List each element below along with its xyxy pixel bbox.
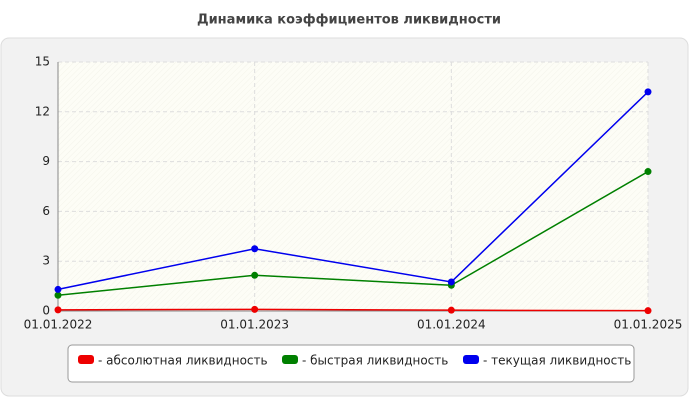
point xyxy=(251,305,259,313)
point xyxy=(644,168,652,176)
legend-swatch xyxy=(78,355,94,364)
point xyxy=(644,307,652,315)
point xyxy=(54,306,62,314)
x-tick-label: 01.01.2023 xyxy=(220,318,289,332)
point xyxy=(447,278,455,286)
y-tick-label: 3 xyxy=(42,254,50,268)
series-line xyxy=(57,91,649,291)
legend-label: - абсолютная ликвидность xyxy=(98,354,268,368)
x-tick-label: 01.01.2025 xyxy=(614,318,683,332)
chart-title: Динамика коэффициентов ликвидности xyxy=(197,13,501,28)
x-tick-label: 01.01.2024 xyxy=(417,318,486,332)
y-tick-label: 12 xyxy=(35,104,50,118)
point xyxy=(54,291,62,299)
legend-label: - быстрая ликвидность xyxy=(302,354,448,368)
series-line xyxy=(57,170,649,296)
y-tick-label: 0 xyxy=(42,304,50,318)
legend-label: - текущая ликвидность xyxy=(483,354,631,368)
point xyxy=(251,271,259,279)
series-line xyxy=(57,308,649,312)
point xyxy=(447,306,455,314)
y-tick-label: 6 xyxy=(42,204,50,218)
y-tick-label: 9 xyxy=(42,154,50,168)
point xyxy=(644,88,652,96)
y-tick-label: 15 xyxy=(35,55,50,69)
x-tick-label: 01.01.2022 xyxy=(24,318,93,332)
plot-area xyxy=(58,62,648,311)
point xyxy=(251,245,259,253)
legend-swatch xyxy=(463,355,479,364)
legend xyxy=(67,344,635,383)
legend-swatch xyxy=(282,355,298,364)
point xyxy=(54,285,62,293)
